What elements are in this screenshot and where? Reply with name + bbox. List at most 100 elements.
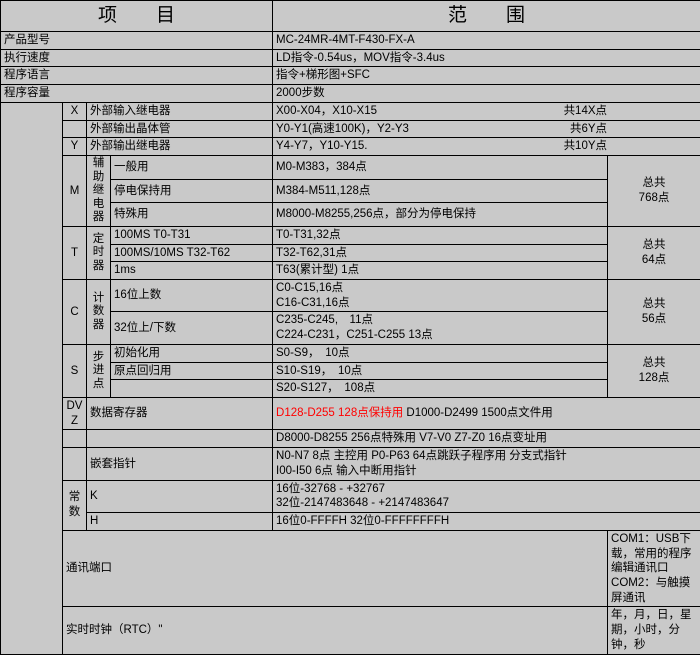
row-m-general: M 辅助继电器 一般用 M0-M383，384点 总共 768点 (1, 155, 700, 227)
row-constant-k: 常数 K 16位-32768 - +32767 32位-2147483648 -… (1, 479, 700, 531)
group-label-s: 步进点 (86, 343, 111, 399)
row-s-origin: 原点回归用 S10-S19， 10点 (1, 361, 700, 381)
label-c-16bit: 16位上数 (109, 278, 274, 313)
row-model: 产品型号 MC-24MR-4MT-F430-FX-A (0, 31, 700, 50)
value-speed: LD指令-0.54us，MOV指令-3.4us (272, 48, 700, 68)
label-constant-k: K (85, 479, 274, 514)
label-constant-h: H (85, 512, 274, 531)
label-pointer: 嵌套指针 (85, 447, 274, 481)
total-m: 总共 768点 (607, 155, 700, 227)
row-speed: 执行速度 LD指令-0.54us，MOV指令-3.4us (0, 48, 700, 68)
value-rtc: 年，月，日，星期，小时，分钟，秒 (607, 606, 700, 655)
row-comm-port: 通讯端口 COM1：USB下载，常用的程序编辑通讯口 COM2：与触摸屏通讯 (1, 529, 700, 608)
row-t-100ms: T 定时器 100MS T0-T31 T0-T31,32点 总共 64点 (1, 225, 700, 281)
label-comm-port: 通讯端口 (61, 529, 609, 608)
label-m-retentive: 停电保持用 (109, 178, 274, 204)
value-c-16bit: C0-C15,16点 C16-C31,16点 (272, 278, 609, 313)
value-x-input-relay: X00-X04，X10-X15 共14X点 (272, 101, 700, 121)
value-y-range: Y4-Y7，Y10-Y15. (276, 140, 368, 153)
value-y-output-relay: Y4-Y7，Y10-Y15. 共10Y点 (272, 137, 700, 157)
value-constant-h: 16位0-FFFFH 32位0-FFFFFFFFH (272, 512, 700, 531)
row-t-1ms: 1ms T63(累计型) 1点 (1, 261, 700, 280)
group-label-t: 定时器 (86, 225, 111, 281)
value-dvz-retentive: D128-D255 128点保持用 (276, 407, 404, 420)
value-dvz-2: D8000-D8255 256点特殊用 V7-V0 Z7-Z0 16点变址用 (272, 429, 700, 449)
value-capacity: 2000步数 (272, 84, 700, 103)
value-x-note: 共14X点 (563, 104, 608, 117)
code-pointer-blank (62, 447, 87, 481)
label-rtc: 实时时钟（RTC）" (61, 606, 609, 655)
row-y-transistor: 外部输出晶体管 Y0-Y1(高速100K)，Y2-Y3 共6Y点 (1, 119, 700, 139)
label-c-32bit: 32位上/下数 (109, 311, 274, 345)
group-label-m: 辅助继电器 (86, 155, 111, 227)
code-c: C (62, 279, 87, 345)
label-speed: 执行速度 (0, 48, 274, 68)
code-y: Y (62, 137, 87, 157)
code-dvz: DVZ (62, 397, 87, 431)
value-m-special: M8000-M8255,256点，部分为停电保持 (272, 202, 609, 227)
total-c: 总共 56点 (607, 279, 700, 345)
value-x-range: X00-X04，X10-X15 (276, 104, 378, 117)
value-y-transistor-note: 共6Y点 (569, 122, 608, 135)
label-language: 程序语言 (0, 66, 274, 86)
value-s-origin: S10-S19， 10点 (272, 361, 609, 381)
row-language: 程序语言 指令+梯形图+SFC (0, 66, 700, 86)
row-t-100ms-10ms: 100MS/10MS T32-T62 T32-T62,31点 (1, 243, 700, 263)
row-constant-h: H 16位0-FFFFH 32位0-FFFFFFFFH (1, 512, 700, 531)
label-s-general (109, 379, 274, 399)
row-capacity: 程序容量 2000步数 (0, 84, 700, 103)
row-y-output-relay: Y 外部输出继电器 Y4-Y7，Y10-Y15. 共10Y点 (1, 137, 700, 157)
value-constant-k: 16位-32768 - +32767 32位-2147483648 - +214… (272, 479, 700, 514)
value-comm-port: COM1：USB下载，常用的程序编辑通讯口 COM2：与触摸屏通讯 (607, 529, 700, 608)
label-t-100ms: 100MS T0-T31 (109, 225, 274, 245)
group-label-c: 计数器 (86, 279, 111, 345)
row-dvz-special: D8000-D8255 256点特殊用 V7-V0 Z7-Z0 16点变址用 (1, 429, 700, 449)
label-s-origin: 原点回归用 (109, 361, 274, 381)
label-dvz: 数据寄存器 (85, 397, 274, 431)
label-t-1ms: 1ms (109, 261, 274, 280)
code-x: X (62, 101, 87, 121)
label-y-transistor: 外部输出晶体管 (85, 119, 274, 139)
label-x-input-relay: 外部输入继电器 (85, 101, 274, 121)
value-t-1ms: T63(累计型) 1点 (272, 261, 609, 280)
left-spacer-cell (0, 101, 63, 655)
value-dvz-1: D128-D255 128点保持用 D1000-D2499 1500点文件用 (272, 397, 700, 431)
label-capacity: 程序容量 (0, 84, 274, 103)
value-c-32bit: C235-C245, 11点 C224-C231，C251-C255 13点 (272, 311, 609, 345)
label-t-100ms-10ms: 100MS/10MS T32-T62 (109, 243, 274, 263)
total-t: 总共 64点 (607, 225, 700, 281)
row-s-general: S20-S127， 108点 (1, 379, 700, 399)
label-model: 产品型号 (0, 31, 274, 50)
value-s-general: S20-S127， 108点 (272, 379, 609, 399)
value-pointer: N0-N7 8点 主控用 P0-P63 64点跳跃子程序用 分支式指针 I00-… (272, 447, 700, 481)
table-header-row: 项 目 范 围 (0, 0, 700, 32)
code-t: T (62, 225, 87, 281)
code-y-transistor (62, 119, 87, 139)
label-y-output-relay: 外部输出继电器 (85, 137, 274, 157)
value-y-note: 共10Y点 (563, 140, 608, 153)
header-range: 范 围 (272, 0, 700, 32)
row-x-input-relay: X 外部输入继电器 X00-X04，X10-X15 共14X点 (0, 101, 700, 655)
header-item: 项 目 (0, 0, 274, 32)
row-s-init: S 步进点 初始化用 S0-S9， 10点 总共 128点 (1, 343, 700, 399)
row-m-special: 特殊用 M8000-M8255,256点，部分为停电保持 (1, 202, 700, 227)
value-t-100ms: T0-T31,32点 (272, 225, 609, 245)
value-y-transistor: Y0-Y1(高速100K)，Y2-Y3 共6Y点 (272, 119, 700, 139)
row-rtc: 实时时钟（RTC）" 年，月，日，星期，小时，分钟，秒 (1, 606, 700, 655)
label-s-init: 初始化用 (109, 343, 274, 363)
total-s: 总共 128点 (607, 343, 700, 399)
label-dvz-blank (85, 429, 274, 449)
code-m: M (62, 155, 87, 227)
label-m-general: 一般用 (109, 155, 274, 180)
value-dvz-file: D1000-D2499 1500点文件用 (403, 407, 553, 420)
row-c-32bit: 32位上/下数 C235-C245, 11点 C224-C231，C251-C2… (1, 311, 700, 345)
value-model: MC-24MR-4MT-F430-FX-A (272, 31, 700, 50)
value-t-100ms-10ms: T32-T62,31点 (272, 243, 609, 263)
value-s-init: S0-S9， 10点 (272, 343, 609, 363)
row-c-16bit: C 计数器 16位上数 C0-C15,16点 C16-C31,16点 总共 56… (1, 278, 700, 345)
value-m-retentive: M384-M511,128点 (272, 178, 609, 204)
row-dvz: DVZ 数据寄存器 D128-D255 128点保持用 D1000-D2499 … (1, 397, 700, 431)
code-s: S (62, 343, 87, 399)
row-pointer: 嵌套指针 N0-N7 8点 主控用 P0-P63 64点跳跃子程序用 分支式指针… (1, 447, 700, 481)
